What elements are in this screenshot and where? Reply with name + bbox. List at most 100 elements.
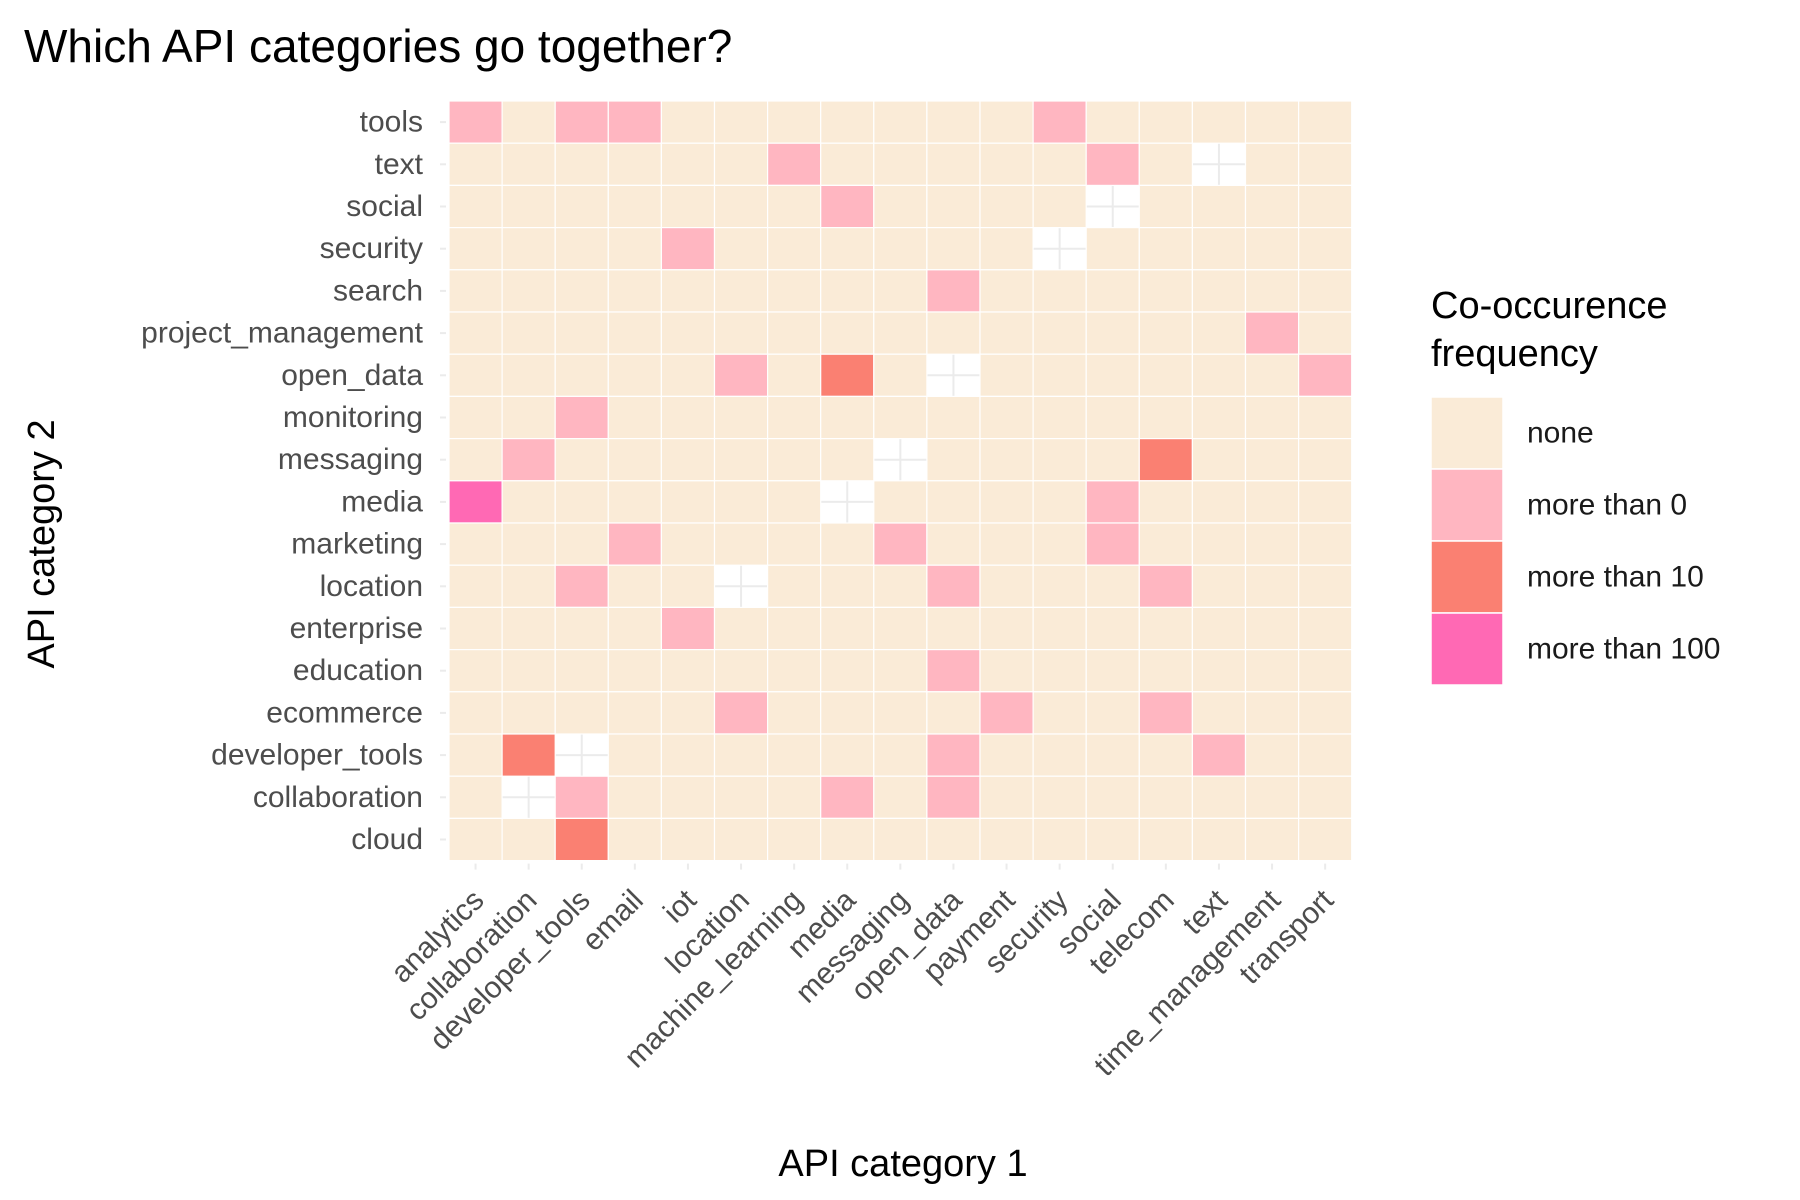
cell-social-developer-tools: [1085, 733, 1140, 777]
cell-media-collaboration: [820, 775, 875, 820]
cell-text-security: [1191, 227, 1247, 271]
cell-open-data-marketing: [926, 522, 981, 566]
cell-developer-tools-location: [554, 564, 609, 609]
cell-machine-learning-developer-tools: [766, 733, 822, 777]
cell-open-data-text: [926, 142, 981, 186]
cell-security-developer-tools: [1032, 733, 1087, 777]
cell-time-management-marketing: [1244, 522, 1300, 566]
cell-iot-location: [660, 564, 716, 609]
cell-collaboration-open-data: [501, 353, 556, 398]
chart-title: Which API categories go together?: [24, 20, 732, 72]
cell-location-messaging: [713, 438, 769, 482]
cell-email-tools: [607, 100, 662, 144]
cell-transport-project-management: [1297, 311, 1353, 355]
cell-social-enterprise: [1085, 606, 1140, 651]
cell-email-ecommerce: [607, 691, 662, 735]
cell-media-location: [820, 564, 875, 609]
cell-location-marketing: [713, 522, 769, 566]
cell-developer-tools-monitoring: [554, 395, 609, 440]
cell-security-open-data: [1032, 353, 1087, 398]
cell-location-developer-tools: [713, 733, 769, 777]
cell-security-monitoring: [1032, 395, 1087, 440]
cell-messaging-media: [873, 480, 928, 524]
y-tick-label-marketing: marketing: [291, 528, 423, 561]
cell-email-messaging: [607, 438, 662, 482]
cell-telecom-messaging: [1138, 438, 1194, 482]
cell-payment-education: [979, 648, 1034, 693]
cell-security-location: [1032, 564, 1087, 609]
cell-payment-cloud: [979, 817, 1034, 862]
cell-time-management-open-data: [1244, 353, 1300, 398]
cell-media-cloud: [820, 817, 875, 862]
cell-open-data-monitoring: [926, 395, 981, 440]
cell-telecom-search: [1138, 269, 1194, 313]
cell-messaging-project-management: [873, 311, 928, 355]
cell-analytics-marketing: [448, 522, 503, 566]
cell-analytics-enterprise: [448, 606, 503, 651]
cell-social-ecommerce: [1085, 691, 1140, 735]
legend-keys: none more than 0 more than 10 more than 100: [1430, 396, 1720, 686]
cell-media-open-data: [820, 353, 875, 398]
cell-media-monitoring: [820, 395, 875, 440]
y-tick-label-enterprise: enterprise: [290, 612, 423, 645]
cell-iot-cloud: [660, 817, 716, 862]
cell-security-cloud: [1032, 817, 1087, 862]
cell-media-social: [820, 184, 875, 229]
cell-machine-learning-location: [766, 564, 822, 609]
cell-email-project-management: [607, 311, 662, 355]
cell-media-search: [820, 269, 875, 313]
cell-email-monitoring: [607, 395, 662, 440]
cell-iot-search: [660, 269, 716, 313]
cell-text-messaging: [1191, 438, 1247, 482]
cell-iot-marketing: [660, 522, 716, 566]
cell-email-marketing: [607, 522, 662, 566]
cell-time-management-enterprise: [1244, 606, 1300, 651]
cell-open-data-education: [926, 648, 981, 693]
cell-telecom-text: [1138, 142, 1194, 186]
cell-developer-tools-ecommerce: [554, 691, 609, 735]
cell-payment-open-data: [979, 353, 1034, 398]
cell-security-social: [1032, 184, 1087, 229]
cell-iot-education: [660, 648, 716, 693]
cell-security-collaboration: [1032, 775, 1087, 820]
cell-open-data-cloud: [926, 817, 981, 862]
cell-iot-open-data: [660, 353, 716, 398]
cell-open-data-tools: [926, 100, 981, 144]
cell-messaging-cloud: [873, 817, 928, 862]
cell-text-monitoring: [1191, 395, 1247, 440]
cell-collaboration-location: [501, 564, 556, 609]
cell-analytics-text: [448, 142, 503, 186]
cell-security-messaging: [1032, 438, 1087, 482]
cell-location-text: [713, 142, 769, 186]
cell-machine-learning-open-data: [766, 353, 822, 398]
cell-text-media: [1191, 480, 1247, 524]
cell-machine-learning-ecommerce: [766, 691, 822, 735]
cell-telecom-ecommerce: [1138, 691, 1194, 735]
cell-collaboration-search: [501, 269, 556, 313]
cell-transport-location: [1297, 564, 1353, 609]
cell-developer-tools-text: [554, 142, 609, 186]
cell-text-collaboration: [1191, 775, 1247, 820]
cell-machine-learning-monitoring: [766, 395, 822, 440]
cell-social-security: [1085, 227, 1140, 271]
cell-analytics-open-data: [448, 353, 503, 398]
cell-media-education: [820, 648, 875, 693]
cell-open-data-messaging: [926, 438, 981, 482]
cell-payment-developer-tools: [979, 733, 1034, 777]
cell-time-management-monitoring: [1244, 395, 1300, 440]
y-tick-label-open-data: open_data: [281, 359, 423, 392]
cell-transport-enterprise: [1297, 606, 1353, 651]
cell-machine-learning-security: [766, 227, 822, 271]
cell-messaging-enterprise: [873, 606, 928, 651]
cell-messaging-security: [873, 227, 928, 271]
cell-text-enterprise: [1191, 606, 1247, 651]
cell-iot-collaboration: [660, 775, 716, 820]
cell-security-text: [1032, 142, 1087, 186]
cell-iot-tools: [660, 100, 716, 144]
y-tick-label-collaboration: collaboration: [253, 781, 423, 814]
cell-iot-monitoring: [660, 395, 716, 440]
cell-open-data-search: [926, 269, 981, 313]
y-axis-title: API category 2: [21, 419, 63, 668]
cell-iot-messaging: [660, 438, 716, 482]
y-tick-label-media: media: [341, 485, 423, 518]
